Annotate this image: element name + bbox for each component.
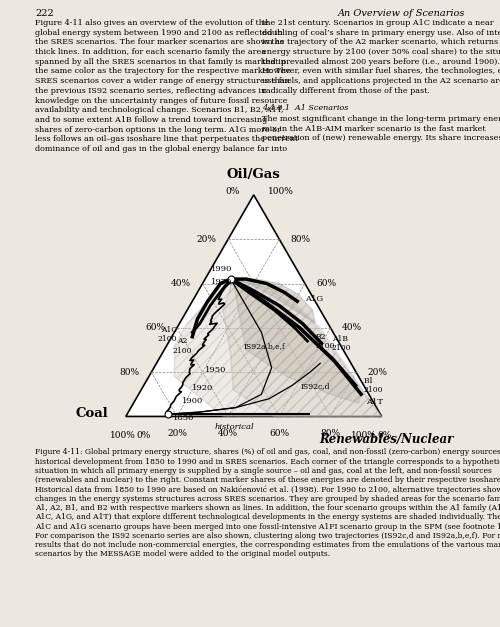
Text: 60%: 60% [316, 279, 336, 288]
Text: shares of zero-carbon options in the long term. A1G more or: shares of zero-carbon options in the lon… [35, 125, 281, 134]
Text: A2
2100: A2 2100 [172, 337, 192, 354]
Text: 1850: 1850 [173, 414, 195, 422]
Text: 40%: 40% [218, 429, 238, 438]
Text: less follows an oil–gas isoshare line that perpetuates the current: less follows an oil–gas isoshare line th… [35, 135, 298, 144]
Text: Coal: Coal [75, 408, 108, 420]
Text: 1920: 1920 [192, 384, 213, 392]
Text: energy structure by 2100 (over 50% coal share) to the situation: energy structure by 2100 (over 50% coal … [262, 48, 500, 56]
Text: A1T: A1T [366, 398, 384, 406]
Text: 80%: 80% [320, 429, 340, 438]
Text: 60%: 60% [269, 429, 289, 438]
Text: the previous IS92 scenario series, reflecting advances in: the previous IS92 scenario series, refle… [35, 87, 266, 95]
Text: global energy system between 1990 and 2100 as reflected in: global energy system between 1990 and 21… [35, 28, 282, 36]
Text: 80%: 80% [291, 234, 311, 244]
Text: However, even with similar fuel shares, the technologies, end-: However, even with similar fuel shares, … [262, 68, 500, 75]
Text: use fuels, and applications projected in the A2 scenario are: use fuels, and applications projected in… [262, 77, 500, 85]
Text: radically different from those of the past.: radically different from those of the pa… [262, 87, 430, 95]
Text: IS92c,d: IS92c,d [300, 382, 330, 391]
Text: mix in the A1B-AIM marker scenario is the fast market: mix in the A1B-AIM marker scenario is th… [262, 125, 486, 133]
Text: historical development from 1850 to 1990 and in SRES scenarios. Each corner of t: historical development from 1850 to 1990… [35, 458, 500, 466]
Text: 1950: 1950 [204, 366, 226, 374]
Text: knowledge on the uncertainty ranges of future fossil resource: knowledge on the uncertainty ranges of f… [35, 97, 287, 105]
Text: 20%: 20% [368, 367, 388, 377]
Text: historical: historical [214, 423, 254, 431]
Text: doubling of coal’s share in primary energy use. Also of interest: doubling of coal’s share in primary ener… [262, 28, 500, 36]
Text: A1C, A1G, and A1T) that explore different technological developments in the ener: A1C, A1G, and A1T) that explore differen… [35, 514, 500, 521]
Text: that prevailed almost 200 years before (i.e., around 1900).: that prevailed almost 200 years before (… [262, 58, 500, 66]
Text: changes in the energy systems structures across SRES scenarios. They are grouped: changes in the energy systems structures… [35, 495, 500, 503]
Text: A1B
2100: A1B 2100 [332, 335, 351, 352]
Text: 20%: 20% [167, 429, 187, 438]
Polygon shape [174, 279, 382, 416]
Polygon shape [223, 279, 382, 416]
Text: 0%: 0% [226, 187, 239, 196]
Text: 222: 222 [35, 9, 54, 18]
Text: scenarios by the MESSAGE model were added to the original model outputs.: scenarios by the MESSAGE model were adde… [35, 551, 330, 559]
Text: 4.4.8.1  A1 Scenarios: 4.4.8.1 A1 Scenarios [262, 104, 349, 112]
Text: For comparison the IS92 scenario series are also shown, clustering along two tra: For comparison the IS92 scenario series … [35, 532, 500, 540]
Text: the same color as the trajectory for the respective marker. The: the same color as the trajectory for the… [35, 68, 291, 75]
Text: (renewables and nuclear) to the right. Constant marker shares of these energies : (renewables and nuclear) to the right. C… [35, 476, 500, 484]
Text: 1990: 1990 [211, 265, 233, 273]
Text: A1C and A1G scenario groups have been merged into one fossil-intensive A1FI scen: A1C and A1G scenario groups have been me… [35, 522, 500, 530]
Text: A1, A2, B1, and B2 with respective markers shown as lines. In addition, the four: A1, A2, B1, and B2 with respective marke… [35, 504, 500, 512]
Text: 60%: 60% [146, 324, 166, 332]
Text: Figure 4-11 also gives an overview of the evolution of the: Figure 4-11 also gives an overview of th… [35, 19, 269, 27]
Text: Figure 4-11: Global primary energy structure, shares (%) of oil and gas, coal, a: Figure 4-11: Global primary energy struc… [35, 448, 500, 456]
Text: the 21st century. Scenarios in group A1C indicate a near: the 21st century. Scenarios in group A1C… [262, 19, 494, 27]
Text: Oil/Gas: Oil/Gas [227, 168, 280, 181]
Text: Historical data from 1850 to 1990 are based on Nakićenović et al. (1998). For : Historical data from 1850 to 1990 are ba… [35, 485, 500, 494]
Text: 40%: 40% [342, 324, 362, 332]
Text: thick lines. In addition, for each scenario family the area: thick lines. In addition, for each scena… [35, 48, 266, 56]
Polygon shape [234, 279, 315, 324]
Text: 100%: 100% [110, 431, 136, 440]
Text: An Overview of Scenarios: An Overview of Scenarios [338, 9, 465, 18]
Text: 80%: 80% [120, 367, 140, 377]
Text: 0%: 0% [136, 431, 151, 440]
Text: 0%: 0% [377, 431, 392, 440]
Text: the SRES scenarios. The four marker scenarios are shown as: the SRES scenarios. The four marker scen… [35, 38, 284, 46]
Text: dominance of oil and gas in the global energy balance far into: dominance of oil and gas in the global e… [35, 145, 287, 153]
Text: is the trajectory of the A2 marker scenario, which returns in its: is the trajectory of the A2 marker scena… [262, 38, 500, 46]
Text: results that do not include non-commercial energies, the corresponding estimates: results that do not include non-commerci… [35, 541, 500, 549]
Text: A1G: A1G [305, 295, 323, 303]
Text: situation in which all primary energy is supplied by a single source – oil and g: situation in which all primary energy is… [35, 467, 492, 475]
Text: availability and technological change. Scenarios B1, B2, A1T,: availability and technological change. S… [35, 106, 284, 114]
Polygon shape [126, 195, 382, 416]
Text: 40%: 40% [171, 279, 191, 288]
Text: Renewables/Nuclear: Renewables/Nuclear [320, 433, 454, 446]
Text: 1900: 1900 [182, 397, 203, 405]
Text: spanned by all the SRES scenarios in that family is marked in: spanned by all the SRES scenarios in tha… [35, 58, 286, 66]
Text: IS92a,b,e,f: IS92a,b,e,f [243, 342, 285, 350]
Text: B2
2100: B2 2100 [315, 332, 334, 350]
Text: 100%: 100% [351, 431, 376, 440]
Text: A1C
2100: A1C 2100 [158, 325, 177, 343]
Text: and to some extent A1B follow a trend toward increasing: and to some extent A1B follow a trend to… [35, 116, 267, 124]
Text: B1
2100: B1 2100 [364, 377, 383, 394]
Text: penetration of (new) renewable energy. Its share increases from: penetration of (new) renewable energy. I… [262, 134, 500, 142]
Text: 100%: 100% [268, 187, 293, 196]
Polygon shape [234, 279, 361, 403]
Text: SRES scenarios cover a wider range of energy structures than: SRES scenarios cover a wider range of en… [35, 77, 290, 85]
Text: 1970: 1970 [211, 278, 233, 286]
Text: 20%: 20% [196, 234, 216, 244]
Text: The most significant change in the long-term primary energy: The most significant change in the long-… [262, 115, 500, 123]
